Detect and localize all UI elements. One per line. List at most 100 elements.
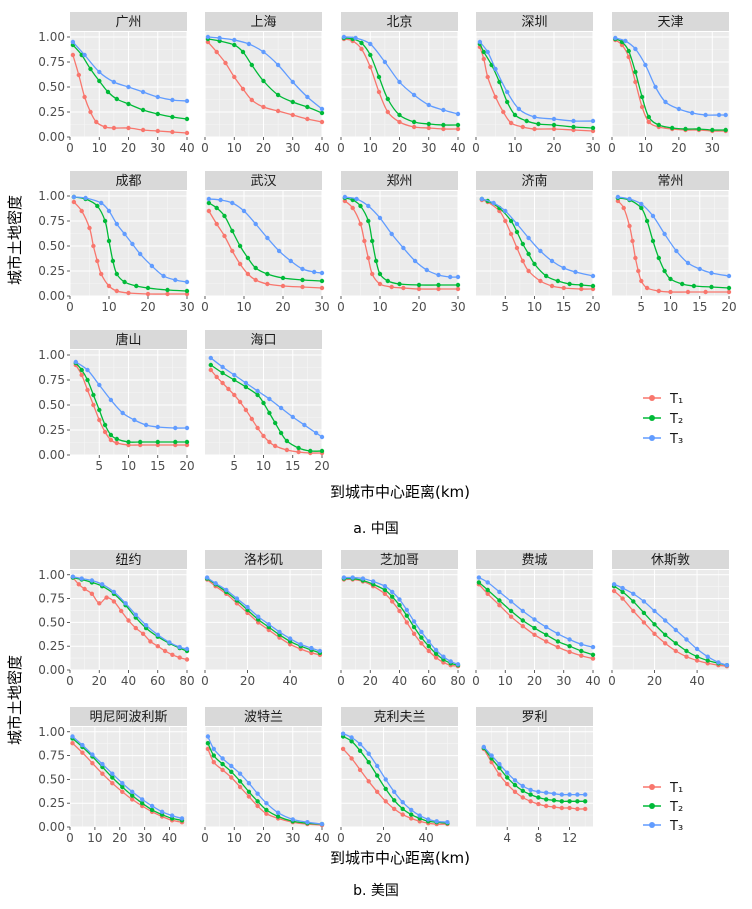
- data-point-t2: [567, 644, 572, 649]
- data-point-t1: [76, 582, 82, 587]
- data-point-t1: [633, 255, 638, 261]
- data-point-t1: [284, 447, 290, 453]
- data-point-t2: [619, 39, 625, 45]
- x-tick-label: 20: [671, 141, 686, 155]
- x-tick-label: 0: [201, 300, 209, 314]
- data-point-t2: [567, 281, 572, 287]
- data-point-t1: [620, 596, 625, 601]
- facet-strip: [70, 171, 187, 190]
- x-tick-label: 40: [179, 141, 194, 155]
- data-point-t1: [501, 109, 506, 115]
- x-tick-label: 0: [66, 674, 74, 688]
- data-point-t2: [436, 282, 441, 288]
- data-point-t1: [694, 658, 700, 663]
- y-tick-label: 1.00: [38, 348, 65, 362]
- x-tick-label: 20: [121, 141, 136, 155]
- legend-a-entry-t2: T₂: [643, 412, 683, 427]
- data-point-t3: [397, 597, 402, 602]
- y-tick-label: 0.75: [38, 214, 65, 228]
- data-point-t1: [685, 289, 691, 295]
- facet-strip: [612, 550, 729, 569]
- data-point-t1: [296, 449, 301, 455]
- data-point-t2: [409, 812, 414, 817]
- data-point-t2: [590, 125, 596, 131]
- data-point-t2: [126, 101, 131, 107]
- facet-strip: [476, 12, 593, 31]
- x-tick-label: 30: [137, 831, 152, 845]
- data-point-t3: [300, 266, 305, 272]
- data-point-t3: [246, 781, 252, 786]
- data-point-t3: [571, 118, 576, 124]
- data-point-t2: [536, 121, 541, 127]
- data-point-t2: [710, 127, 715, 133]
- data-point-t2: [377, 271, 383, 277]
- data-point-t2: [265, 271, 270, 277]
- data-point-t3: [703, 112, 708, 118]
- facet-panel-16: 休斯敦 0 20 40: [608, 550, 730, 688]
- data-point-t2: [633, 69, 638, 75]
- data-point-t2: [280, 275, 286, 281]
- facet-strip: [205, 550, 322, 569]
- x-tick-label: 10: [87, 831, 102, 845]
- data-point-t3: [544, 790, 549, 795]
- x-tick-label: 20: [363, 674, 378, 688]
- data-point-t3: [476, 575, 482, 580]
- data-point-t3: [217, 35, 222, 41]
- y-tick-label: 0.50: [38, 80, 65, 94]
- data-point-t3: [685, 260, 691, 266]
- data-point-t2: [275, 814, 281, 819]
- data-point-t3: [220, 756, 225, 761]
- data-point-t3: [106, 208, 112, 214]
- data-point-t1: [222, 233, 227, 239]
- facet-strip-label: 波特兰: [244, 710, 283, 725]
- data-point-t3: [256, 614, 261, 619]
- data-point-t1: [349, 756, 354, 761]
- x-tick-label: 20: [392, 141, 407, 155]
- data-point-t2: [368, 52, 373, 58]
- data-point-t2: [397, 603, 402, 608]
- data-point-t3: [357, 741, 363, 747]
- facet-strip: [70, 330, 187, 349]
- data-point-t1: [340, 746, 346, 752]
- facet-panel-1: 上海 0 10 20 30 40: [201, 12, 330, 155]
- data-point-t2: [253, 265, 258, 271]
- data-point-t2: [485, 587, 490, 593]
- data-point-t1: [397, 119, 402, 125]
- data-point-t3: [143, 623, 149, 628]
- data-point-t1: [230, 248, 235, 254]
- data-point-t3: [455, 274, 461, 280]
- data-point-t1: [245, 271, 251, 277]
- data-point-t1: [126, 125, 131, 131]
- x-tick-label: 10: [638, 141, 653, 155]
- data-point-t1: [165, 291, 170, 297]
- data-point-t1: [631, 608, 636, 614]
- data-point-t1: [505, 781, 510, 787]
- facet-strip: [70, 12, 187, 31]
- data-point-t1: [590, 656, 596, 661]
- data-point-t2: [130, 793, 135, 798]
- data-point-t1: [652, 631, 657, 636]
- data-point-t3: [340, 731, 346, 736]
- data-point-t3: [82, 52, 87, 58]
- data-point-t2: [696, 126, 702, 132]
- data-point-t3: [138, 251, 143, 257]
- data-point-t3: [411, 619, 417, 624]
- data-point-t3: [224, 587, 229, 593]
- legend-a-t3-point: [649, 435, 655, 441]
- data-point-t1: [489, 760, 494, 765]
- x-tick-label: 40: [282, 674, 297, 688]
- data-point-t1: [532, 126, 537, 132]
- data-point-t2: [555, 278, 561, 284]
- data-point-t2: [110, 258, 116, 264]
- y-tick-label: 0.00: [38, 448, 65, 462]
- data-point-t3: [544, 624, 549, 630]
- y-tick-label: 0.00: [38, 289, 65, 303]
- data-point-t1: [261, 433, 266, 439]
- data-point-t3: [441, 107, 446, 113]
- facet-strip-label: 纽约: [115, 553, 141, 568]
- data-point-t3: [676, 106, 682, 112]
- data-point-t1: [526, 268, 531, 274]
- x-tick-label: 20: [92, 674, 107, 688]
- x-tick-label: 0: [337, 674, 345, 688]
- data-point-t2: [126, 439, 131, 445]
